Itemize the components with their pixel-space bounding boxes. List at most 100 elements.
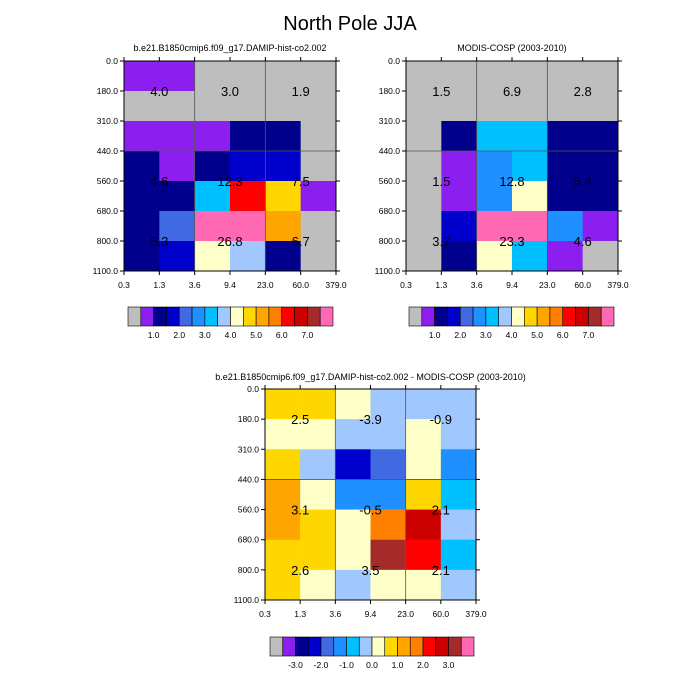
heatmap-cell (476, 211, 513, 242)
colorbar-box (485, 306, 499, 327)
heatmap-cell (265, 479, 301, 510)
heatmap-cell (582, 241, 619, 272)
x-tick-label: 379.0 (325, 280, 347, 290)
heatmap-cell (582, 91, 619, 122)
heatmap-cell (265, 211, 301, 242)
colorbar-box (434, 306, 448, 327)
heatmap-cell (405, 509, 442, 541)
y-tick-label: 680.0 (379, 206, 401, 216)
heatmap-cell (124, 151, 160, 182)
heatmap-cell (405, 449, 442, 480)
heatmap-cell (230, 61, 266, 92)
colorbar-box (307, 306, 321, 327)
colorbar-label: 6.0 (557, 330, 569, 340)
heatmap-cell (547, 91, 583, 122)
cell-value-label: 12.3 (217, 174, 242, 189)
heatmap-cell (230, 91, 266, 122)
y-tick-label: 1100.0 (375, 266, 401, 276)
x-tick-label: 9.4 (365, 609, 377, 619)
heatmap-cell (335, 479, 371, 510)
heatmap-cell (300, 241, 337, 272)
heatmap-cell (124, 121, 160, 152)
heatmap-cell (512, 61, 548, 92)
heatmap-cell (300, 419, 336, 450)
heatmap-cell (406, 241, 442, 272)
cell-value-label: 3.0 (221, 84, 239, 99)
heatmap-cell (512, 91, 548, 122)
cell-value-label: 2.1 (432, 563, 450, 578)
heatmap-cell (265, 151, 301, 182)
panel-title: MODIS-COSP (2003-2010) (457, 43, 566, 53)
heatmap-cell (300, 389, 336, 420)
heatmap-cell (582, 211, 619, 242)
colorbar-label: -3.0 (288, 660, 303, 670)
heatmap-cell (547, 151, 583, 182)
heatmap-cell (440, 389, 477, 420)
heatmap-cell (300, 91, 337, 122)
colorbar-label: 3.0 (443, 660, 455, 670)
heatmap-cell (194, 121, 231, 152)
cell-value-label: 23.3 (499, 234, 524, 249)
x-tick-label: 0.3 (400, 280, 412, 290)
heatmap-cell (124, 181, 160, 212)
cell-value-label: -0.5 (359, 503, 381, 518)
colorbar-label: 3.0 (199, 330, 211, 340)
heatmap-cell (300, 509, 336, 541)
heatmap-cell (406, 121, 442, 152)
colorbar-label: 6.0 (276, 330, 288, 340)
colorbar-label: 2.0 (173, 330, 185, 340)
x-tick-label: 60.0 (574, 280, 591, 290)
x-tick-label: 23.0 (257, 280, 274, 290)
colorbar-box (191, 306, 206, 327)
colorbar-label: 7.0 (301, 330, 313, 340)
colorbar-box (472, 306, 487, 327)
cell-value-label: 5.3 (150, 234, 168, 249)
heatmap-cell (547, 211, 583, 242)
colorbar-label: 3.0 (480, 330, 492, 340)
colorbar-box (422, 636, 437, 657)
heatmap-cell (230, 181, 266, 212)
heatmap-cell (440, 569, 477, 601)
colorbar-box (346, 636, 360, 657)
panel-title: b.e21.B1850cmip6.f09_g17.DAMIP-hist-co2.… (215, 372, 526, 382)
heatmap-cell (265, 449, 301, 480)
heatmap-cell (265, 389, 301, 420)
heatmap-cell (405, 389, 442, 420)
heatmap-cell (370, 389, 406, 420)
colorbar-label: 7.0 (582, 330, 594, 340)
x-tick-label: 1.3 (153, 280, 165, 290)
figure-title: North Pole JJA (283, 13, 417, 35)
y-tick-label: 680.0 (97, 206, 119, 216)
y-tick-label: 800.0 (97, 236, 119, 246)
x-tick-label: 23.0 (397, 609, 414, 619)
heatmap-cell (370, 479, 406, 510)
x-tick-label: 379.0 (607, 280, 629, 290)
heatmap-cell (406, 151, 442, 182)
y-tick-label: 440.0 (97, 146, 119, 156)
colorbar-box (435, 636, 449, 657)
cell-value-label: 2.6 (291, 563, 309, 578)
colorbar-label: -2.0 (314, 660, 329, 670)
cell-value-label: 2.1 (432, 503, 450, 518)
colorbar-label: 0.0 (366, 660, 378, 670)
colorbar-box (409, 636, 424, 657)
heatmap-cell (265, 61, 301, 92)
heatmap-cell (230, 241, 266, 272)
heatmap-cell (265, 91, 301, 122)
panel-modis: MODIS-COSP (2003-2010) 0.0 180.0 310.0 440.0… (375, 43, 629, 340)
colorbar-box (358, 636, 373, 657)
x-tick-label: 3.6 (329, 609, 341, 619)
y-tick-label: 180.0 (97, 86, 119, 96)
heatmap-cell (440, 479, 477, 510)
heatmap-cell (230, 151, 266, 182)
heatmap-cell (441, 121, 477, 152)
heatmap-cell (440, 419, 477, 450)
heatmap-cell (512, 181, 548, 212)
colorbar-box (204, 306, 218, 327)
x-tick-label: 0.3 (118, 280, 130, 290)
heatmap-cell (194, 151, 231, 182)
y-tick-label: 680.0 (238, 535, 260, 545)
heatmap-cell (194, 91, 231, 122)
heatmap-cell (300, 539, 336, 571)
heatmap-cell (335, 569, 371, 601)
